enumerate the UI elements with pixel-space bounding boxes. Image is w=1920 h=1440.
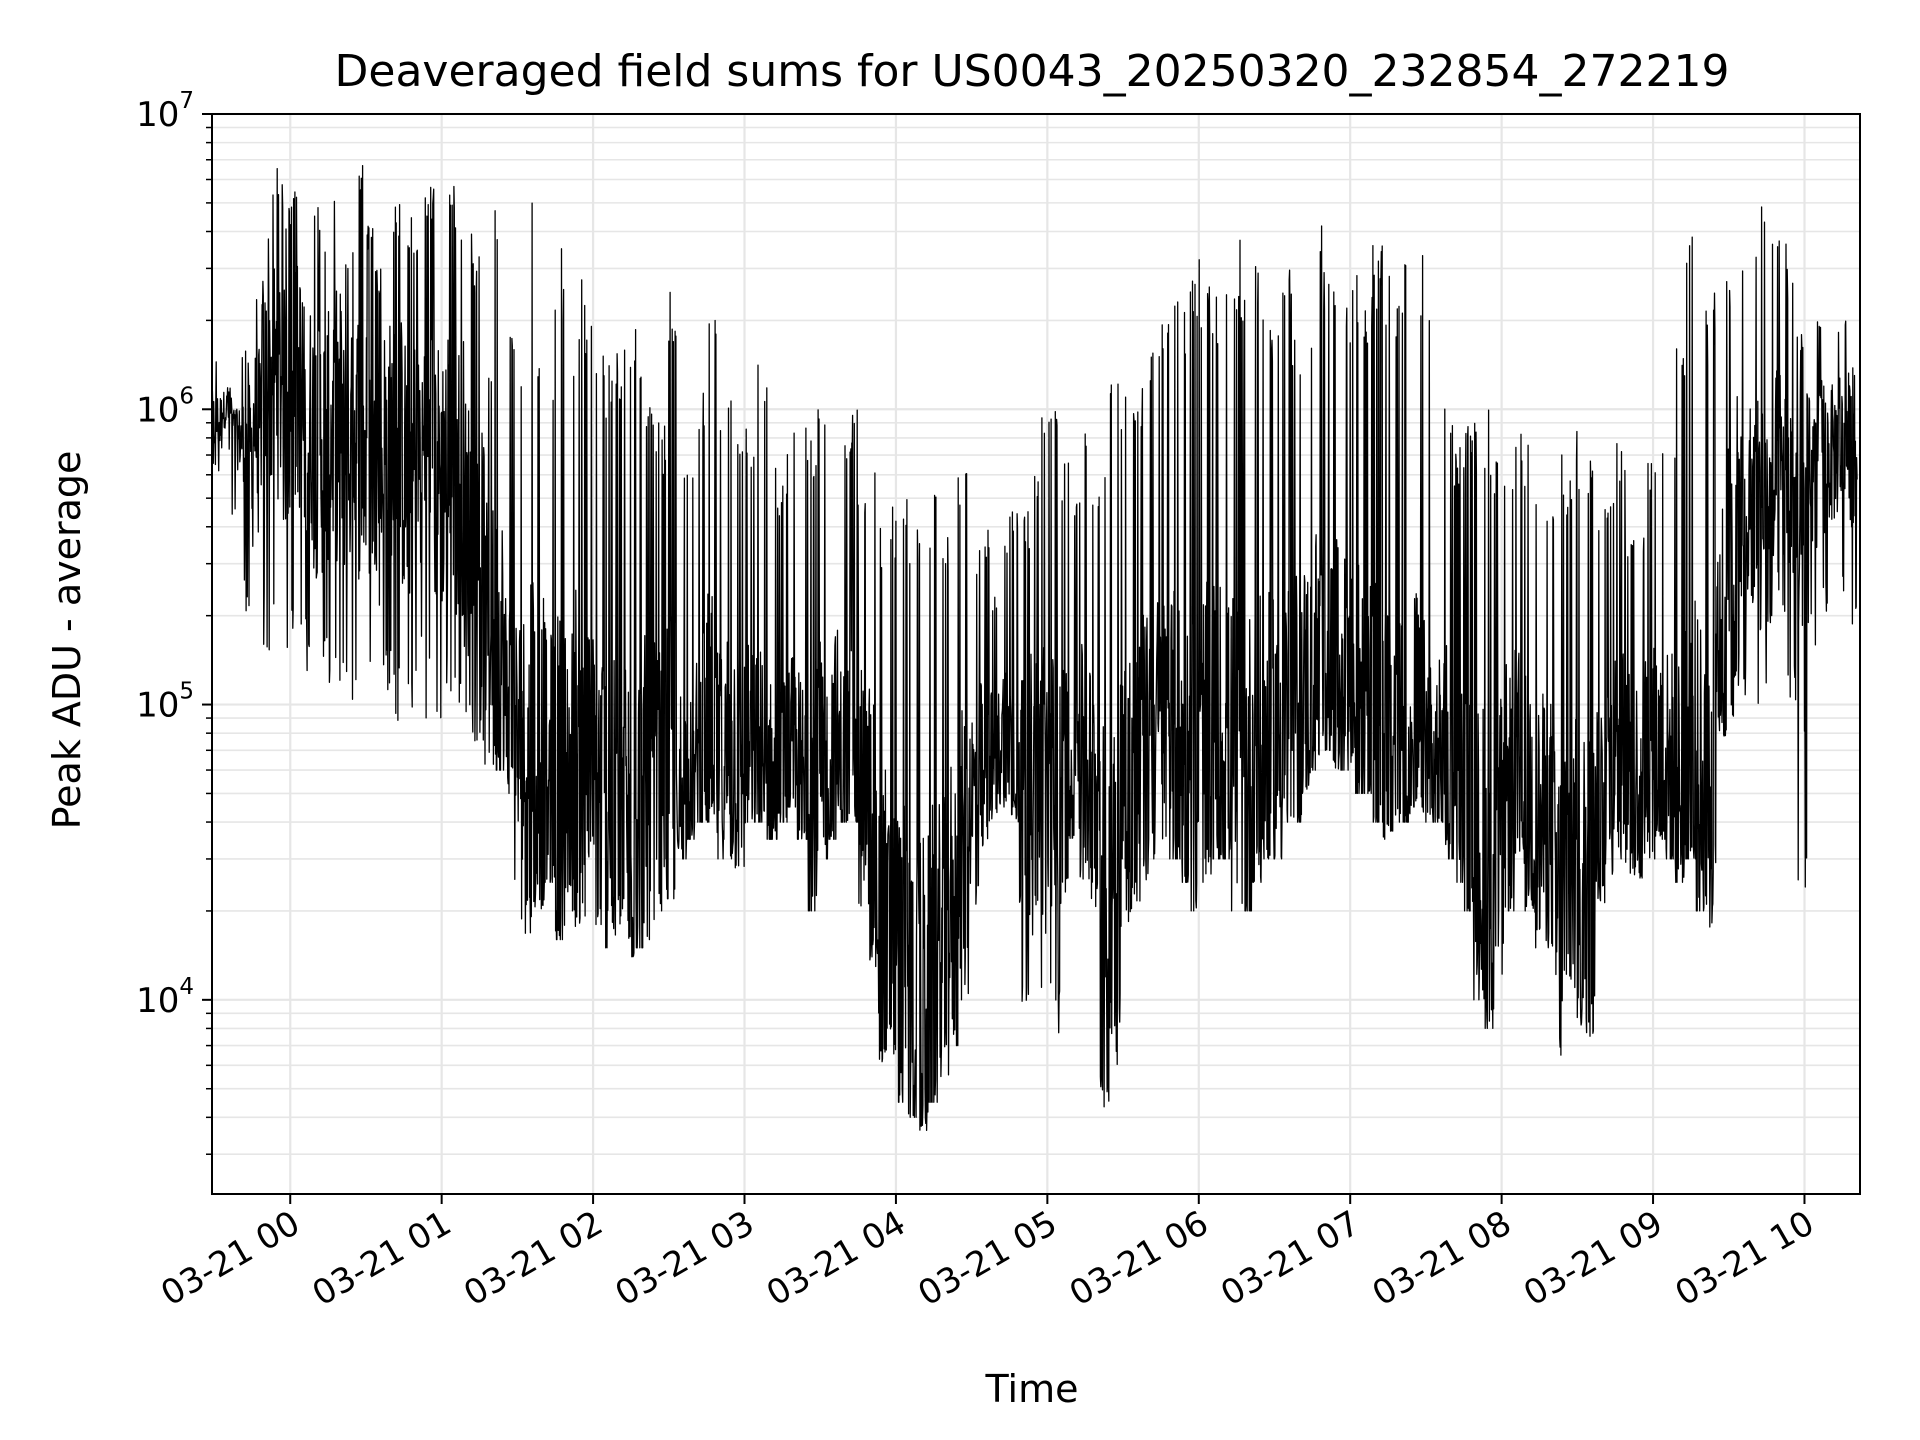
y-tick-label: 106 xyxy=(136,383,194,430)
y-axis-label: Peak ADU - average xyxy=(45,451,89,830)
y-tick-label: 105 xyxy=(136,679,194,726)
series-group xyxy=(211,164,1858,1132)
y-tick-label: 104 xyxy=(136,974,194,1021)
y-tick-label: 107 xyxy=(136,88,194,135)
plot-frame xyxy=(211,113,1861,1195)
y-axis: 104 105 106 107 xyxy=(136,88,212,1155)
series-line xyxy=(211,164,1858,1132)
chart-title: Deaveraged field sums for US0043_2025032… xyxy=(335,46,1730,97)
x-axis-label: Time xyxy=(985,1367,1079,1411)
